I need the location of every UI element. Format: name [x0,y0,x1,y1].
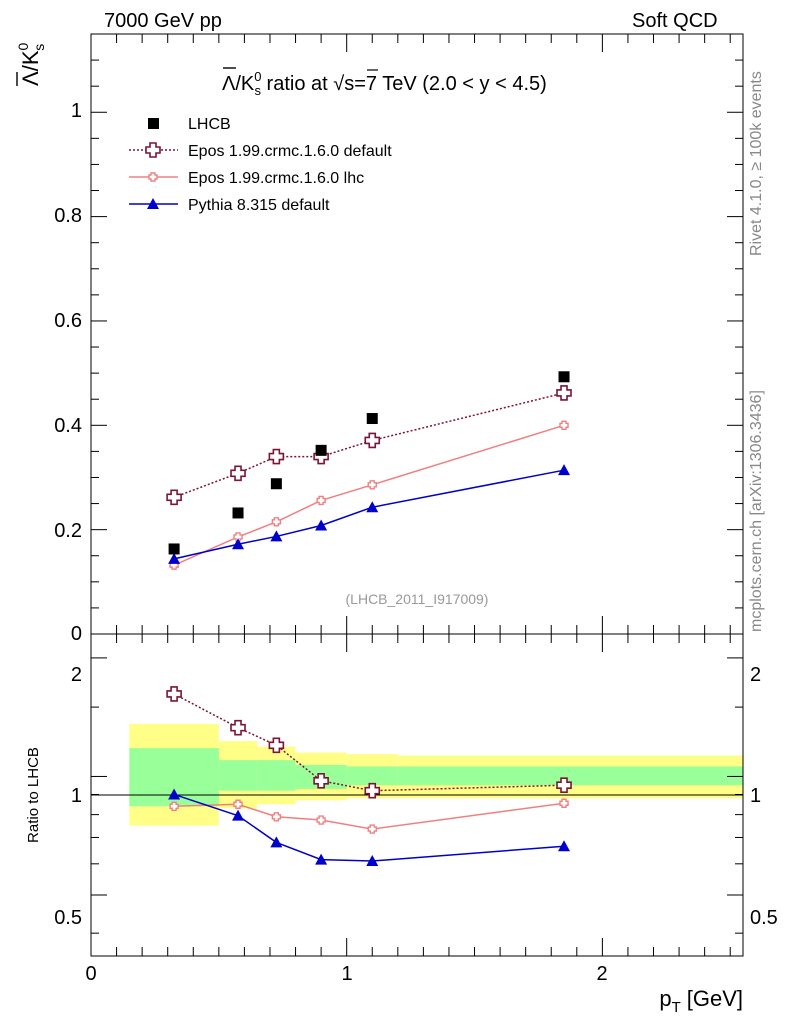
series-point-1-ratio [271,812,282,822]
ratio-tick-label-right: 0.5 [750,907,778,929]
series-point-2-ratio [232,809,245,821]
series-point-2-ratio [366,854,379,866]
series-point-2-main [232,538,245,550]
legend-epos-lhc-label: Epos 1.99.crmc.1.6.0 lhc [188,170,364,187]
ratio-band-inner [257,760,296,791]
series-line-1-ratio [174,802,565,830]
series-point-2-main [366,501,379,513]
series-point-2-ratio [270,836,283,848]
y-tick-label: 1 [71,100,82,122]
series-point-2-main [315,519,328,531]
data-point-lhcb [315,444,327,456]
legend-pythia-label: Pythia 8.315 default [188,197,330,214]
series-point-1-main [316,495,326,506]
series-point-0-ratio [230,719,246,736]
series-point-1-ratio [559,798,569,808]
data-point-lhcb [270,478,282,490]
marker-layer [166,371,572,866]
series-point-1-ratio [316,815,326,825]
series-point-1-ratio [169,801,179,811]
legend-lhcb-marker [148,118,159,129]
x-tick-label: 1 [341,963,352,985]
svg-text:Λ/K0s ratio at √s=7 TeV (2.0 <: Λ/K0 s ratio at √s=7 TeV (2.0 < y < 4.5) [222,69,547,98]
x-tick-label: 0 [85,963,96,985]
series-point-0-main [556,385,572,401]
series-point-0-ratio [268,737,285,754]
y-zero-label: 0 [71,623,82,645]
analysis-watermark: (LHCB_2011_I917009) [346,591,489,607]
series-line-2-ratio [173,793,565,862]
ratio-band-inner [397,766,743,786]
x-tick-label: 2 [596,963,607,985]
series-point-0-ratio [313,772,329,789]
data-point-lhcb [366,413,378,425]
y-tick-label: 0.4 [54,415,82,437]
ratio-tick-label: 0.5 [54,907,82,929]
series-point-0-main [166,489,182,506]
legend-lhcb-label: LHCB [188,116,231,133]
ratio-tick-label-right: 2 [750,664,761,686]
data-point-lhcb [558,371,570,383]
series-layer [173,392,565,862]
ratio-tick-label-right: 1 [750,785,761,807]
y-tick-label: 0.6 [54,310,82,332]
series-point-2-ratio [315,853,328,865]
series-point-2-main [270,530,283,542]
series-point-0-main [230,465,246,482]
series-line-0-ratio [173,693,565,792]
series-point-1-main [233,532,243,542]
ratio-tick-label: 1 [71,785,82,807]
series-point-0-ratio [166,686,182,702]
data-point-lhcb [168,543,180,555]
series-point-0-main [364,432,381,449]
ratio-y-label: Ratio to LHCB [25,747,42,843]
legend: LHCB Epos 1.99.crmc.1.6.0 default Epos 1… [129,116,392,214]
legend-epos-default-label: Epos 1.99.crmc.1.6.0 default [188,143,392,160]
series-point-1-main [271,517,282,527]
svg-text:Λ/K0s: Λ/K0s [15,43,47,87]
series-line-2-main [173,469,565,560]
series-point-1-ratio [367,824,377,834]
series-point-2-main [558,464,571,476]
legend-pythia-marker [147,198,159,209]
series-point-2-ratio [558,840,571,852]
y-axis-label: Λ/K0s [15,43,47,87]
y-tick-label: 0.8 [54,205,82,227]
data-point-lhcb [232,507,244,519]
chart-title: Λ/K0 s ratio at √s=7 TeV (2.0 < y < 4.5) [222,67,547,98]
series-point-1-ratio [233,799,243,809]
x-axis-label: pT [GeV] [659,986,743,1016]
header-left: 7000 GeV pp [104,10,222,32]
series-point-1-main [559,420,569,431]
series-point-0-ratio [556,777,572,794]
ratio-band-inner [218,760,258,791]
series-line-0-main [173,392,565,499]
ratio-band-inner [346,766,398,786]
ratio-frame [90,633,744,957]
series-point-1-main [367,480,377,490]
ratio-tick-label: 2 [71,664,82,686]
series-point-0-main [268,448,285,465]
header-right: Soft QCD [632,10,718,32]
legend-epos-lhc-marker [148,172,158,182]
legend-epos-default-marker [145,142,161,158]
series-point-2-main [168,552,181,564]
series-line-1-main [173,424,565,566]
y-tick-label: 0.2 [54,520,82,542]
series-point-0-ratio [364,782,381,799]
series-point-2-ratio [168,788,181,800]
